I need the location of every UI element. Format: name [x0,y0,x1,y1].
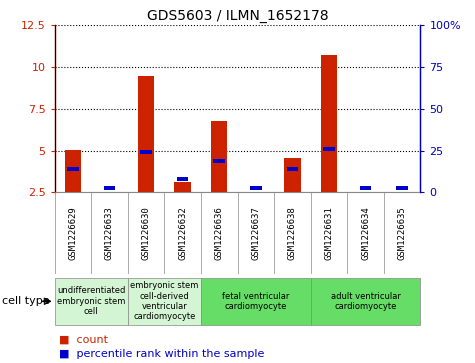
Text: GSM1226637: GSM1226637 [251,206,260,260]
Bar [177,177,189,181]
Text: GSM1226636: GSM1226636 [215,206,224,260]
Text: GSM1226631: GSM1226631 [324,206,333,260]
Bar [55,278,128,325]
Text: GSM1226630: GSM1226630 [142,206,151,260]
Text: GSM1226629: GSM1226629 [68,206,77,260]
Bar [286,167,298,171]
Bar [67,167,79,171]
Title: GDS5603 / ILMN_1652178: GDS5603 / ILMN_1652178 [147,9,328,23]
Text: GSM1226632: GSM1226632 [178,206,187,260]
Bar [284,158,301,192]
Bar [321,55,337,192]
Text: adult ventricular
cardiomyocyte: adult ventricular cardiomyocyte [331,291,400,311]
Text: ■  count: ■ count [59,334,108,344]
Bar [104,186,115,190]
Bar [174,182,191,192]
Text: GSM1226633: GSM1226633 [105,206,114,260]
Bar [311,278,420,325]
Bar [250,186,262,190]
Bar [128,278,201,325]
Bar [396,186,408,190]
Bar [323,147,335,151]
Text: undifferentiated
embryonic stem
cell: undifferentiated embryonic stem cell [57,286,125,316]
Bar [138,76,154,192]
Text: embryonic stem
cell-derived
ventricular
cardiomyocyte: embryonic stem cell-derived ventricular … [130,281,199,321]
Bar [140,150,152,154]
Bar [360,186,371,190]
Bar [65,150,81,192]
Text: GSM1226634: GSM1226634 [361,206,370,260]
Text: GSM1226638: GSM1226638 [288,206,297,260]
Bar [201,278,311,325]
Text: ■  percentile rank within the sample: ■ percentile rank within the sample [59,349,265,359]
Bar [213,159,225,163]
Bar [211,121,228,192]
Text: cell type: cell type [2,296,50,306]
Text: fetal ventricular
cardiomyocyte: fetal ventricular cardiomyocyte [222,291,289,311]
Text: GSM1226635: GSM1226635 [398,206,407,260]
